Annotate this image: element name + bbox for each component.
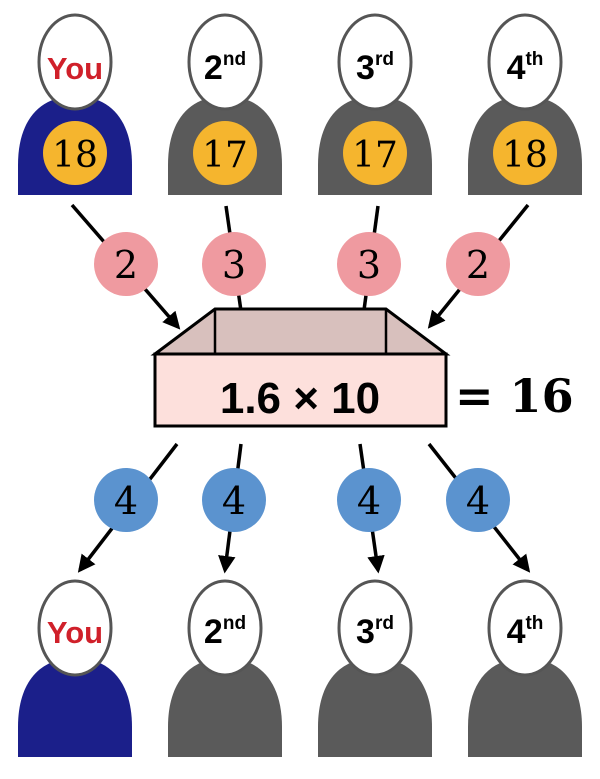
- bottom-player-2nd: 2nd: [168, 579, 282, 757]
- public-pot-box: 1.6 × 10: [150, 307, 451, 428]
- contribution-value: 2: [114, 243, 138, 287]
- top-player-4th: 4th 18: [468, 13, 582, 195]
- player-label: 2nd: [204, 49, 246, 87]
- player-head: [487, 13, 563, 111]
- bottom-player-4th: 4th: [468, 579, 582, 757]
- payout-badge: [202, 468, 266, 532]
- payout-value: 4: [222, 479, 246, 523]
- contribution-value: 3: [357, 243, 381, 287]
- payout-value: 4: [357, 479, 381, 523]
- token-count: 18: [52, 135, 98, 176]
- player-head: [187, 13, 263, 111]
- player-body: [318, 658, 432, 757]
- player-head: [37, 579, 113, 677]
- player-body: [468, 658, 582, 757]
- bottom-player-3rd: 3rd: [318, 579, 432, 757]
- box-top: [150, 307, 451, 356]
- contribution-badge: [337, 232, 401, 296]
- player-head: [487, 579, 563, 677]
- token-count: 17: [352, 135, 398, 176]
- player-label: 2nd: [204, 613, 246, 651]
- payout-badge: [446, 468, 510, 532]
- token-count: 17: [202, 135, 248, 176]
- player-label: 4th: [507, 613, 544, 651]
- top-player-you: You 18: [18, 13, 132, 195]
- player-head: [337, 579, 413, 677]
- payout-value: 4: [466, 479, 490, 523]
- payout-value: 4: [114, 479, 138, 523]
- token-badge: [43, 121, 107, 185]
- top-player-2nd: 2nd 17: [168, 13, 282, 195]
- payout-badge: [337, 468, 401, 532]
- player-label: 4th: [507, 49, 544, 87]
- token-badge: [193, 121, 257, 185]
- token-count: 18: [502, 135, 548, 176]
- player-label: You: [47, 615, 103, 650]
- contribution-badges: 2 3 3 2: [94, 232, 510, 296]
- bottom-player-you: You: [18, 579, 132, 757]
- payout-badges: 4 4 4 4: [94, 468, 510, 532]
- box-expression: 1.6 × 10: [220, 374, 380, 423]
- contribution-badge: [94, 232, 158, 296]
- player-head: [187, 579, 263, 677]
- player-label: You: [47, 51, 103, 86]
- player-body: [168, 658, 282, 757]
- contribution-value: 3: [222, 243, 246, 287]
- player-label: 3rd: [356, 613, 394, 651]
- player-head: [37, 13, 113, 111]
- contribution-badge: [202, 232, 266, 296]
- player-head: [337, 13, 413, 111]
- pot-result: = 16: [455, 369, 574, 423]
- box-front: [153, 352, 448, 428]
- player-label: 3rd: [356, 49, 394, 87]
- token-badge: [343, 121, 407, 185]
- payout-badge: [94, 468, 158, 532]
- token-badge: [493, 121, 557, 185]
- contribution-badge: [446, 232, 510, 296]
- contribution-value: 2: [466, 243, 490, 287]
- top-player-3rd: 3rd 17: [318, 13, 432, 195]
- player-body: [18, 658, 132, 757]
